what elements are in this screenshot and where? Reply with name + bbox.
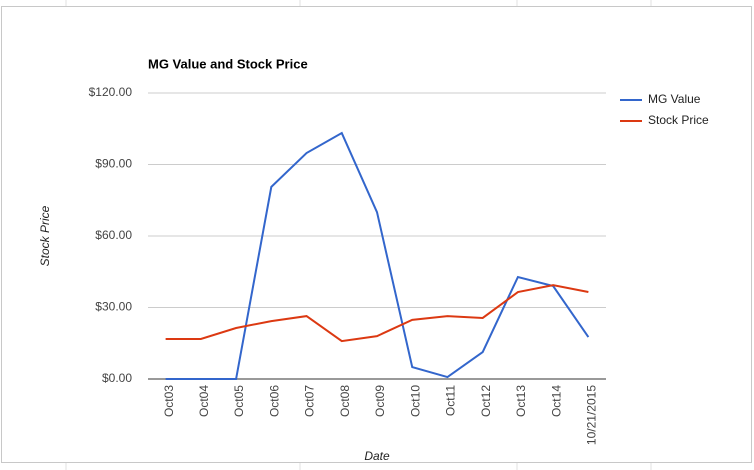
y-tick-label: $60.00	[95, 228, 132, 242]
y-tick-label: $120.00	[89, 85, 133, 99]
x-axis-title: Date	[364, 449, 390, 463]
x-tick-label: Oct04	[197, 385, 211, 417]
y-tick-label: $30.00	[95, 300, 132, 314]
x-tick-label: Oct10	[408, 385, 422, 417]
x-tick-label: Oct12	[479, 385, 493, 417]
x-tick-label: Oct14	[549, 385, 563, 417]
x-tick-label: Oct13	[514, 385, 528, 417]
y-tick-label: $0.00	[102, 371, 132, 385]
y-tick-label: $90.00	[95, 157, 132, 171]
x-tick-label: Oct07	[303, 385, 317, 417]
series-line	[165, 284, 589, 343]
x-tick-label: Oct11	[444, 385, 458, 416]
series-line	[165, 131, 590, 380]
legend-label: MG Value	[648, 92, 701, 106]
chart-title: MG Value and Stock Price	[148, 56, 308, 71]
legend-label: Stock Price	[648, 113, 709, 127]
x-tick-label: Oct05	[232, 385, 246, 417]
x-tick-label: 10/21/2015	[585, 385, 599, 445]
y-axis-title: Stock Price	[38, 205, 52, 266]
x-tick-label: Oct08	[338, 385, 352, 417]
x-tick-label: Oct09	[373, 385, 387, 417]
x-tick-label: Oct06	[267, 385, 281, 417]
x-tick-label: Oct03	[162, 385, 176, 417]
sheet-grid	[65, 0, 652, 470]
chart-frame	[1, 6, 752, 463]
